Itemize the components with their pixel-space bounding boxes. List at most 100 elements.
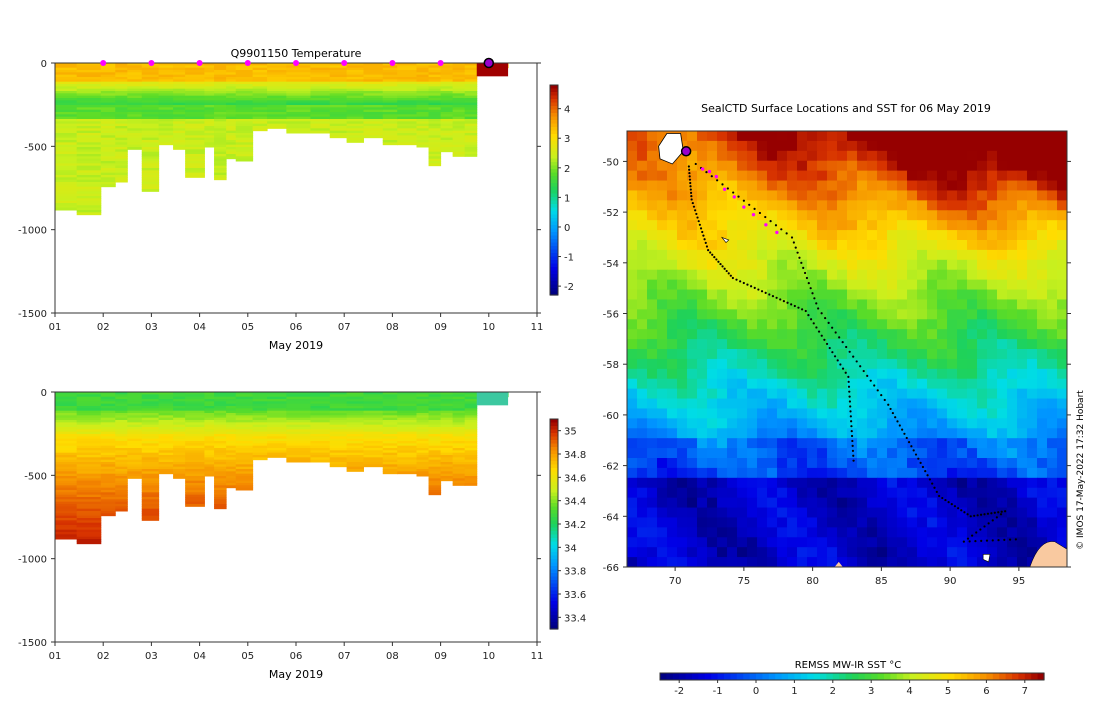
- profile-cell: [100, 471, 116, 475]
- profile-cell: [416, 422, 430, 426]
- profile-cell: [100, 499, 116, 503]
- profile-cell: [428, 413, 442, 416]
- colorbar-segment: [909, 673, 917, 680]
- sst-cell: [1007, 537, 1018, 548]
- profile-cell: [173, 448, 186, 451]
- track-point: [817, 330, 821, 333]
- sst-cell: [957, 438, 968, 449]
- profile-cell: [214, 172, 227, 176]
- profile-cell: [185, 471, 205, 475]
- colorbar-tick-label: -1: [713, 686, 723, 697]
- sst-cell: [727, 388, 738, 400]
- profile-cell: [464, 102, 478, 106]
- colorbar-segment: [948, 673, 955, 680]
- sst-cell: [967, 458, 978, 469]
- sst-cell: [1027, 477, 1038, 489]
- sst-cell: [1047, 517, 1058, 528]
- sst-cell: [817, 170, 828, 182]
- profile-cell: [252, 417, 268, 421]
- sst-cell: [847, 220, 858, 231]
- profile-cell: [329, 63, 348, 66]
- profile-cell: [329, 95, 348, 99]
- surface-marker: [148, 60, 155, 66]
- sst-cell: [647, 349, 658, 360]
- sst-cell: [737, 438, 748, 449]
- sst-cell: [697, 408, 708, 419]
- sst-cell: [777, 339, 788, 350]
- sst-cell: [667, 477, 678, 489]
- track-point: [851, 439, 854, 443]
- profile-cell: [185, 483, 205, 486]
- sst-cell: [827, 378, 838, 390]
- track-point: [727, 272, 730, 275]
- profile-cell: [382, 93, 398, 97]
- sst-cell: [1027, 160, 1038, 172]
- profile-cell: [100, 450, 116, 454]
- sst-cell: [747, 358, 758, 370]
- sst-cell: [847, 458, 858, 469]
- sst-cell: [727, 458, 738, 469]
- track-point: [993, 511, 996, 514]
- profile-cell: [141, 98, 160, 101]
- profile-cell: [55, 151, 78, 155]
- sst-cell: [1057, 299, 1067, 310]
- profile-cell: [185, 158, 205, 162]
- track-point: [793, 304, 796, 308]
- profile-cell: [428, 443, 442, 447]
- profile-cell: [185, 100, 205, 104]
- profile-cell: [214, 438, 227, 442]
- profile-cell: [286, 100, 311, 104]
- profile-cell: [329, 406, 348, 409]
- sst-cell: [647, 240, 658, 251]
- colorbar-segment: [839, 673, 847, 680]
- profile-cell: [127, 109, 143, 113]
- profile-cell: [440, 396, 454, 400]
- profile-cell: [204, 133, 215, 136]
- sst-cell: [807, 378, 818, 390]
- profile-cell: [55, 72, 78, 76]
- profile-cell: [267, 63, 287, 66]
- profile-cell: [226, 114, 237, 118]
- sst-cell: [667, 547, 678, 558]
- temperature-panel: Q9901150 Temperature 0-500-1000-1500 01 0…: [18, 47, 574, 352]
- sst-cell: [747, 309, 758, 320]
- profile-cell: [267, 406, 287, 409]
- profile-cell: [76, 448, 102, 451]
- profile-cell: [286, 415, 311, 419]
- sst-cell: [797, 388, 808, 400]
- profile-cell: [397, 450, 417, 454]
- profile-cell: [310, 67, 331, 71]
- sst-cell: [687, 428, 698, 439]
- profile-cell: [115, 424, 128, 428]
- profile-cell: [100, 91, 116, 94]
- profile-cell: [141, 91, 160, 94]
- profile-cell: [329, 100, 348, 104]
- profile-cell: [329, 457, 348, 461]
- profile-cell: [363, 84, 384, 87]
- sst-cell: [927, 249, 938, 261]
- profile-cell: [100, 105, 116, 108]
- track-point: [889, 407, 892, 411]
- profile-cell: [464, 100, 478, 104]
- sst-cell: [747, 131, 758, 142]
- profile-cell: [428, 462, 442, 465]
- sst-cell: [647, 547, 658, 558]
- profile-cell: [286, 67, 311, 71]
- sst-cell: [787, 398, 798, 410]
- sst-cell: [697, 349, 708, 360]
- profile-cell: [185, 408, 205, 412]
- sst-cell: [707, 557, 718, 567]
- y-tick-label: -1500: [18, 309, 47, 320]
- x-tick-label: 04: [193, 651, 206, 662]
- profile-cell: [76, 508, 102, 512]
- sst-cell: [817, 190, 828, 201]
- profile-cell: [115, 95, 128, 99]
- profile-cell: [235, 445, 254, 449]
- sst-cell: [947, 180, 958, 192]
- profile-cell: [346, 413, 364, 416]
- sst-cell: [797, 240, 808, 251]
- profile-cell: [185, 81, 205, 85]
- profile-cell: [76, 172, 102, 176]
- track-point: [689, 188, 692, 191]
- sst-cell: [1007, 497, 1018, 509]
